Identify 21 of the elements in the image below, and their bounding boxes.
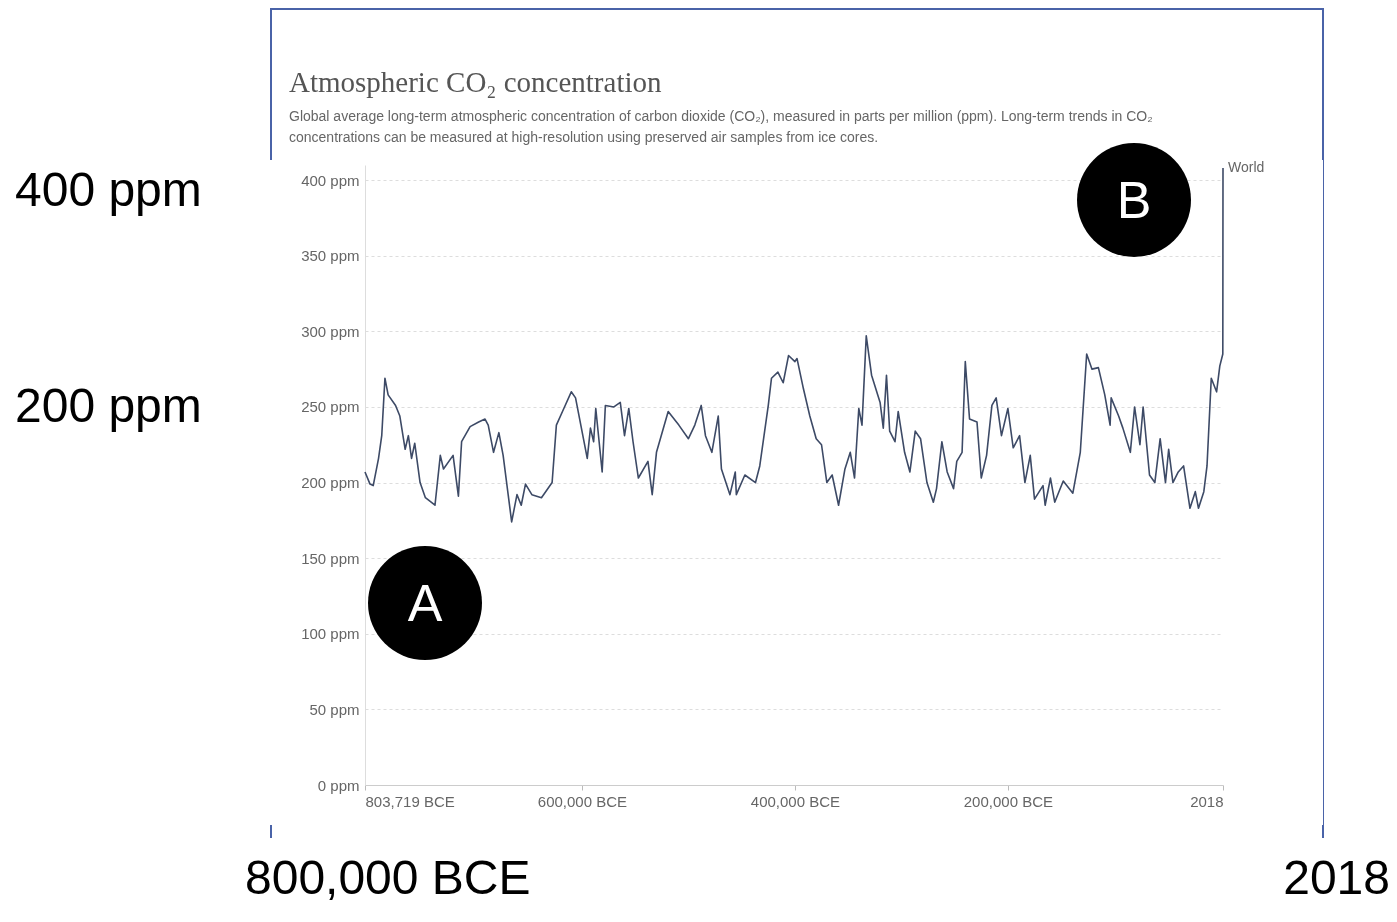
x-tick-label: 803,719 BCE bbox=[365, 792, 455, 810]
text: 800,000 BCE bbox=[245, 851, 531, 904]
y-tick-label: 50 ppm bbox=[309, 700, 360, 718]
series-label: World bbox=[1228, 159, 1265, 176]
y-tick-label: 350 ppm bbox=[301, 247, 360, 265]
y-tick-label: 400 ppm bbox=[301, 171, 360, 189]
text: 400 ppm bbox=[15, 163, 202, 216]
chart-title: Atmospheric CO₂ concentration bbox=[289, 66, 662, 99]
y-tick-label: 100 ppm bbox=[301, 625, 360, 643]
x-tick-label: 400,000 BCE bbox=[750, 792, 841, 810]
text: 2018 bbox=[1283, 851, 1390, 904]
text: 200 ppm bbox=[15, 379, 202, 432]
x-tick-label: 600,000 BCE bbox=[537, 792, 628, 810]
y-tick-label: 150 ppm bbox=[301, 549, 360, 567]
y-tick-label: 250 ppm bbox=[301, 398, 360, 416]
y-tick-label: 300 ppm bbox=[301, 322, 360, 340]
x-tick-label: 200,000 BCE bbox=[963, 792, 1053, 810]
y-tick-label: 200 ppm bbox=[301, 474, 360, 492]
x-tick-label: 2018 bbox=[1190, 792, 1224, 810]
y-tick-label: 0 ppm bbox=[317, 776, 360, 794]
line-series bbox=[364, 167, 1224, 523]
